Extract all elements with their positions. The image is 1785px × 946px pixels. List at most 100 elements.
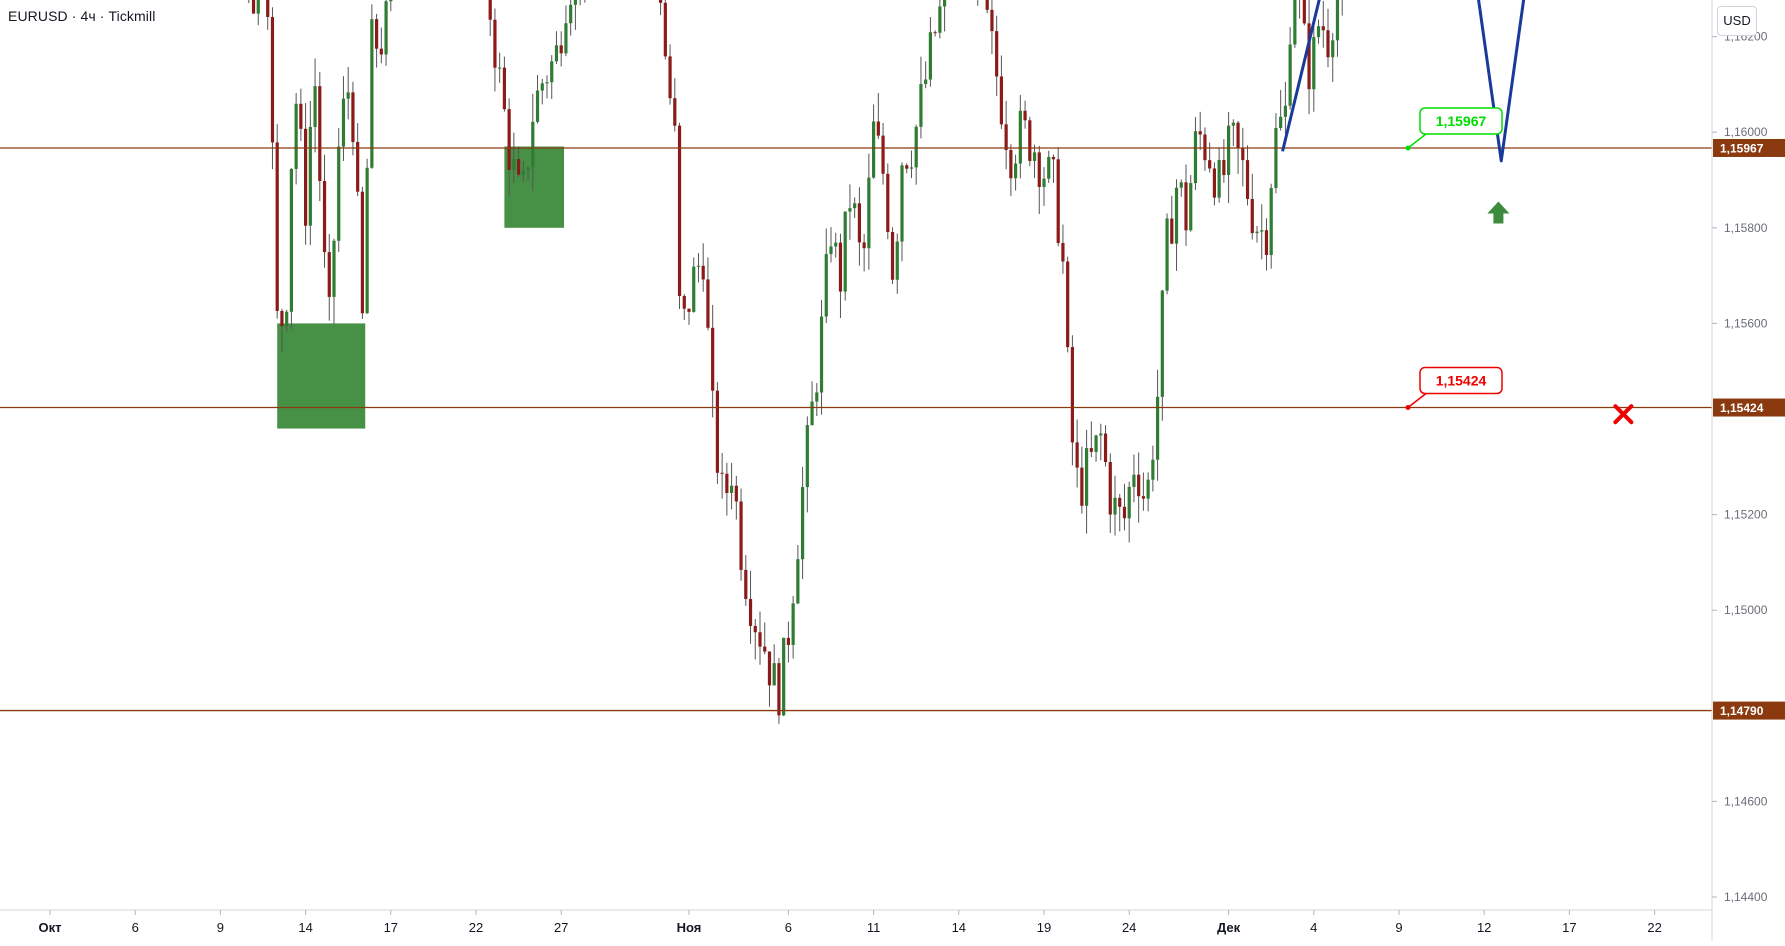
- y-tick-label: 1,15600: [1724, 316, 1768, 330]
- candle-up: [569, 4, 573, 24]
- candle-up: [1018, 110, 1022, 164]
- candle-up: [1193, 131, 1198, 184]
- x-tick-label: 17: [1562, 920, 1576, 935]
- candle-up: [1174, 187, 1179, 244]
- candle-up: [895, 241, 899, 280]
- candle-up: [692, 266, 696, 312]
- candle-down: [990, 9, 994, 32]
- candle-up: [801, 487, 805, 560]
- candle-up: [1288, 44, 1292, 106]
- candle-down: [1198, 131, 1202, 135]
- candle-up: [1231, 122, 1235, 126]
- candle-up: [313, 86, 317, 127]
- candle-down: [1075, 442, 1079, 468]
- callout-box[interactable]: [1419, 107, 1503, 135]
- candle-down: [673, 98, 677, 126]
- candle-up: [289, 168, 293, 312]
- candle-up: [1316, 26, 1321, 38]
- candle-down: [886, 173, 890, 233]
- candle-up: [389, 0, 393, 2]
- x-tick-label: 22: [469, 920, 483, 935]
- candle-down: [1170, 218, 1174, 244]
- candle-up: [900, 165, 904, 242]
- candle-up: [384, 1, 388, 55]
- x-tick-label: 24: [1122, 920, 1136, 935]
- callout-leader: [1407, 133, 1427, 149]
- candle-up: [1085, 448, 1089, 506]
- candle-down: [1089, 448, 1093, 452]
- candle-up: [796, 559, 800, 604]
- candle-up: [1189, 183, 1193, 231]
- candle-up: [285, 311, 289, 327]
- candle-up: [526, 167, 530, 171]
- y-tick-label: 1,15200: [1724, 508, 1768, 522]
- candle-up: [531, 121, 535, 168]
- candle-down: [1326, 30, 1330, 58]
- candle-up: [498, 67, 502, 69]
- callout-anchor-dot: [1405, 145, 1411, 151]
- x-tick-label: 12: [1477, 920, 1491, 935]
- candle-down: [767, 651, 772, 686]
- candle-up: [332, 240, 336, 297]
- symbol-title: EURUSD · 4ч · Tickmill: [8, 8, 156, 24]
- candle-up: [308, 126, 312, 226]
- candle-up: [1113, 497, 1117, 515]
- candle-down: [517, 159, 521, 175]
- candle-up: [1260, 230, 1264, 232]
- x-tick-label: 27: [554, 920, 568, 935]
- candle-down: [1037, 152, 1041, 187]
- candle-down: [299, 103, 303, 129]
- candle-down: [862, 242, 866, 249]
- candle-up: [867, 177, 871, 249]
- candle-up: [943, 0, 947, 7]
- candle-down: [1004, 124, 1008, 151]
- candle-down: [1321, 26, 1325, 31]
- candle-down: [677, 125, 682, 296]
- candle-down: [668, 56, 672, 99]
- level-price-tag: [1713, 138, 1785, 157]
- candle-up: [1179, 182, 1183, 188]
- x-tick-label: Дек: [1217, 920, 1241, 935]
- callout-anchor-dot: [1405, 405, 1411, 411]
- candle-up: [294, 103, 298, 169]
- candle-down: [1103, 433, 1108, 463]
- candle-up: [853, 203, 857, 209]
- y-tick-label: 1,14400: [1724, 890, 1768, 904]
- candle-down: [663, 2, 667, 57]
- candle-up: [1127, 486, 1131, 519]
- candle-down: [1302, 0, 1306, 24]
- candle-down: [1056, 159, 1060, 243]
- y-tick-label: 1,15000: [1724, 603, 1768, 617]
- candle-up: [540, 83, 544, 91]
- candle-up: [1279, 116, 1283, 129]
- callout-box[interactable]: [1419, 366, 1503, 395]
- candle-up: [1283, 105, 1287, 117]
- candle-up: [1156, 396, 1160, 460]
- candle-up: [521, 170, 525, 175]
- candle-down: [881, 135, 885, 174]
- candle-up: [573, 0, 577, 5]
- candle-up: [696, 265, 701, 267]
- candle-up: [1099, 433, 1103, 436]
- candle-up: [782, 637, 786, 716]
- candle-down: [890, 232, 895, 280]
- candle-down: [659, 0, 663, 3]
- level-price-label: 1,15967: [1720, 141, 1764, 155]
- candle-down: [375, 19, 379, 49]
- x-tick-label: 19: [1037, 920, 1051, 935]
- candle-down: [777, 663, 781, 716]
- candle-down: [488, 0, 492, 20]
- candle-down: [251, 0, 256, 14]
- x-tick-label: 14: [952, 920, 966, 935]
- candle-up: [1165, 218, 1169, 291]
- levels-layer: 1,177701,172881,169851,165361,159671,154…: [0, 138, 1785, 720]
- candle-up: [1146, 479, 1150, 499]
- currency-button[interactable]: USD: [1717, 6, 1757, 36]
- callout-label: 1,15967: [1436, 113, 1487, 129]
- x-tick-label: 14: [298, 920, 312, 935]
- candle-down: [876, 121, 880, 136]
- candle-down: [701, 265, 705, 280]
- callout-leader: [1407, 392, 1427, 409]
